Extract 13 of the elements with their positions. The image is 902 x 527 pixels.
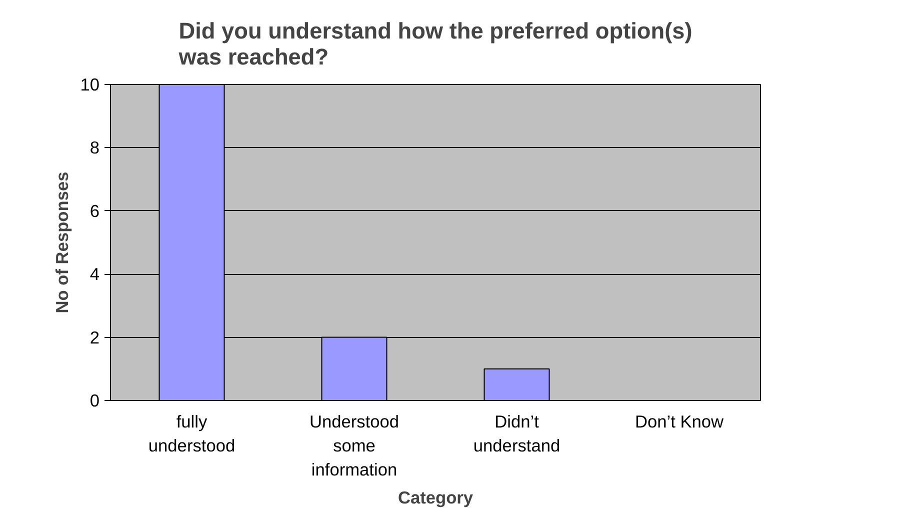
x-tick-label: fully understood	[148, 412, 236, 456]
y-tick-label: 6	[90, 200, 100, 221]
y-tick-label: 8	[90, 138, 100, 158]
y-axis-title: No of Responses	[52, 172, 72, 314]
chart-title: Did you understand how the preferred option(s) was reached?	[178, 18, 692, 70]
y-tick-label: 0	[90, 390, 100, 410]
x-axis-title: Category	[398, 488, 474, 508]
x-tick-label: Understood some information	[309, 412, 400, 480]
y-tick-label: 4	[90, 264, 100, 284]
x-tick-label: Didn’t understand	[473, 412, 560, 456]
x-tick-label: Don’t Know	[634, 412, 724, 432]
y-tick-label: 10	[80, 74, 100, 94]
y-tick-label: 2	[90, 327, 100, 348]
